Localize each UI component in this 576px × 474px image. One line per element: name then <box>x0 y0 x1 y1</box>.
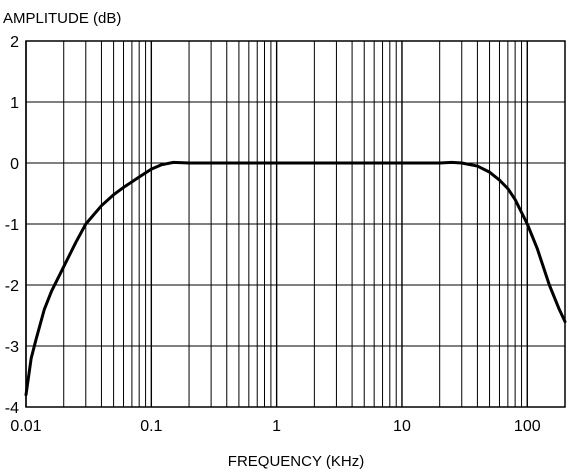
x-tick-label: 1 <box>272 418 281 435</box>
plot-frame <box>25 40 566 408</box>
y-tick-label: 2 <box>10 34 19 51</box>
y-axis-title: AMPLITUDE (dB) <box>3 10 121 27</box>
x-tick-label: 0.1 <box>140 418 162 435</box>
y-tick-label: -3 <box>5 339 19 356</box>
series-layer <box>24 160 567 397</box>
y-tick-label: 0 <box>10 156 19 173</box>
x-axis-title: FREQUENCY (KHz) <box>228 453 364 470</box>
y-tick-label: -1 <box>5 217 19 234</box>
y-tick-label: 1 <box>10 95 19 112</box>
grid <box>25 40 566 408</box>
x-tick-label: 100 <box>514 418 541 435</box>
y-tick-label: -2 <box>5 278 19 295</box>
x-tick-label: 10 <box>393 418 411 435</box>
x-tick-label: 0.01 <box>10 418 41 435</box>
series-line-0 <box>24 160 567 397</box>
tick-labels: 210-1-2-3-40.01 0.1 1 10 100 <box>5 34 541 435</box>
y-tick-label: -4 <box>5 400 19 417</box>
